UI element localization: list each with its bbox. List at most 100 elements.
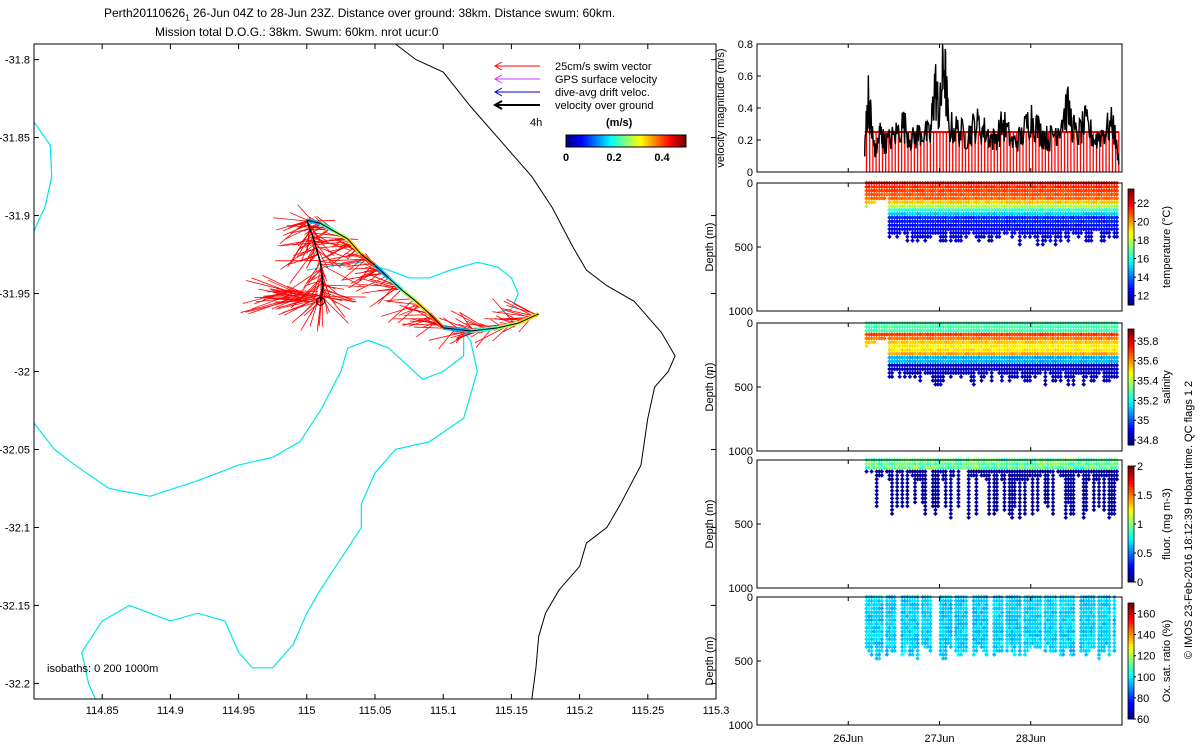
swim-vector bbox=[251, 277, 288, 292]
panel-y-tick-label: 500 bbox=[735, 519, 753, 531]
speed-colorbar-cell bbox=[608, 135, 611, 147]
swim-vector bbox=[321, 293, 331, 313]
profile-sample bbox=[1040, 242, 1046, 247]
track-line bbox=[497, 322, 519, 329]
swim-vector bbox=[300, 236, 314, 263]
profile-sample bbox=[976, 238, 982, 243]
swim-vector bbox=[322, 283, 336, 290]
speed-colorbar-cell bbox=[652, 135, 655, 147]
profile-sample bbox=[1043, 382, 1048, 387]
colorbar-cell bbox=[1128, 261, 1134, 265]
profile-sample bbox=[1083, 374, 1089, 380]
swim-vector bbox=[369, 278, 398, 287]
swim-vector bbox=[316, 249, 342, 268]
colorbar-cell bbox=[1128, 558, 1134, 563]
swim-vector bbox=[258, 288, 306, 299]
colorbar-cell bbox=[1128, 194, 1134, 199]
profile-sample bbox=[1037, 370, 1043, 376]
profile-sample bbox=[912, 374, 918, 380]
swim-vector bbox=[363, 268, 379, 272]
figure-title-line2: Mission total D.O.G.: 38km. Swum: 60km. … bbox=[155, 25, 439, 39]
swim-vector bbox=[373, 283, 403, 291]
profile-sample bbox=[948, 644, 954, 650]
profile-sample bbox=[910, 652, 915, 657]
colorbar-cell bbox=[1128, 238, 1134, 242]
speed-colorbar-cell bbox=[566, 135, 569, 147]
speed-colorbar-cell bbox=[590, 135, 593, 147]
profile-sample bbox=[902, 374, 908, 380]
swim-vector bbox=[409, 320, 438, 323]
swim-vector bbox=[296, 223, 331, 230]
map-x-tick-label: 115.2 bbox=[566, 705, 593, 717]
speed-colorbar-cell bbox=[574, 135, 577, 147]
speed-colorbar-cell bbox=[666, 135, 669, 147]
swim-vector bbox=[300, 240, 315, 249]
swim-vector bbox=[287, 230, 311, 268]
colorbar-cell bbox=[1128, 427, 1134, 431]
legend-entry-label: dive-avg drift veloc. bbox=[555, 87, 650, 99]
colorbar-tick-label: 22 bbox=[1137, 198, 1149, 210]
profile-sample bbox=[915, 656, 920, 661]
colorbar-cell bbox=[1128, 401, 1134, 405]
colorbar-cell bbox=[1128, 404, 1134, 408]
swim-vector bbox=[315, 259, 320, 272]
profile-sample bbox=[935, 503, 941, 509]
profile-sample bbox=[958, 374, 964, 380]
profile-sample bbox=[1076, 473, 1081, 478]
swim-vector bbox=[320, 261, 351, 265]
colorbar-cell bbox=[1128, 375, 1134, 379]
swim-vector bbox=[305, 249, 318, 269]
profile-sample bbox=[989, 378, 994, 383]
profile-sample bbox=[1050, 511, 1056, 517]
profile-sample bbox=[1081, 382, 1086, 387]
colorbar-cell bbox=[1128, 209, 1134, 213]
colorbar-cell bbox=[1128, 247, 1134, 251]
glider-track bbox=[306, 218, 540, 333]
colorbar-cell bbox=[1128, 249, 1134, 254]
colorbar-cell bbox=[1128, 480, 1134, 484]
colorbar-cell bbox=[1128, 529, 1134, 534]
colorbar-cell bbox=[1128, 281, 1134, 286]
profile-sample bbox=[894, 234, 900, 240]
colorbar-tick-label: 0.5 bbox=[1137, 548, 1152, 560]
profile-sample bbox=[907, 374, 913, 380]
panel-y-tick-label: 0 bbox=[747, 455, 753, 467]
swim-vector bbox=[450, 310, 487, 330]
profile-sample bbox=[1048, 238, 1053, 243]
speed-colorbar-cell bbox=[602, 135, 605, 147]
swim-vector bbox=[357, 268, 380, 280]
speed-colorbar-cell bbox=[636, 135, 639, 147]
profile-sample bbox=[864, 203, 869, 209]
colorbar-cell bbox=[1128, 474, 1134, 479]
colorbar-cell bbox=[1128, 340, 1134, 344]
profile-sample bbox=[940, 378, 946, 383]
profile-sample bbox=[905, 503, 910, 509]
swim-vector bbox=[306, 226, 310, 254]
map-x-tick-label: 115.3 bbox=[703, 705, 730, 717]
profile-sample bbox=[887, 234, 892, 240]
swim-vector bbox=[282, 220, 309, 232]
isobath-1000-line bbox=[395, 43, 676, 700]
speed-colorbar-cell bbox=[662, 135, 665, 147]
swim-vector bbox=[289, 247, 317, 284]
profile-sample bbox=[905, 238, 910, 243]
swim-vector bbox=[321, 293, 351, 310]
speed-colorbar-cell bbox=[570, 135, 573, 147]
swim-vector bbox=[377, 283, 396, 305]
swim-vector bbox=[347, 263, 373, 267]
profile-sample bbox=[1022, 234, 1028, 240]
profile-sample bbox=[991, 652, 997, 657]
profile-sample bbox=[1058, 378, 1063, 383]
swim-vector bbox=[506, 313, 521, 323]
swim-vector bbox=[307, 245, 316, 258]
profile-sample bbox=[1009, 234, 1015, 240]
colorbar-cell bbox=[1128, 232, 1134, 236]
profile-sample bbox=[984, 652, 989, 657]
colorbar-cell bbox=[1128, 349, 1134, 353]
swim-vector bbox=[455, 318, 477, 331]
colorbar-cell bbox=[1128, 244, 1134, 248]
swim-vector bbox=[349, 256, 365, 270]
swim-vector bbox=[321, 295, 343, 302]
profile-sample bbox=[1053, 378, 1058, 383]
